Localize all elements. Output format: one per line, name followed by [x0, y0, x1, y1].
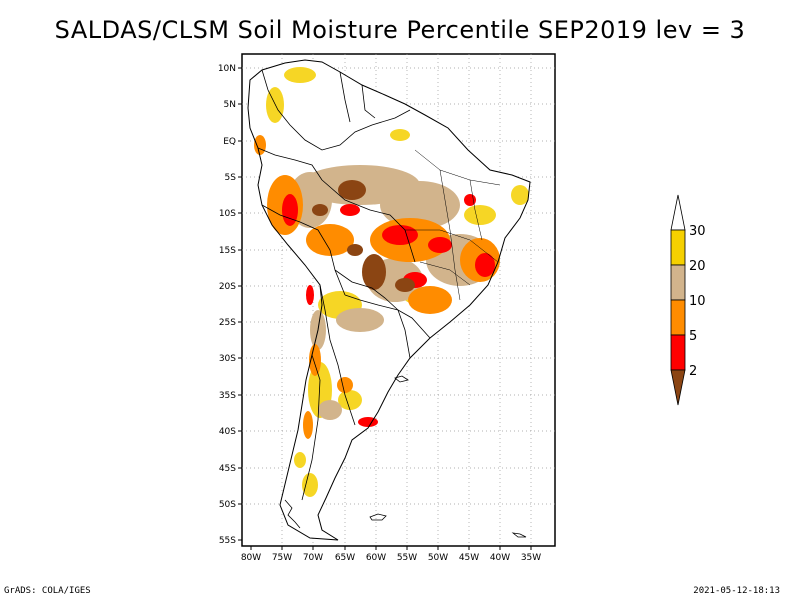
lat-tick-marks — [238, 67, 242, 541]
lon-label: 65W — [335, 553, 355, 563]
lon-label: 35W — [521, 553, 541, 563]
colorbar-label: 30 — [689, 224, 706, 239]
lat-label: 40S — [219, 427, 236, 437]
lat-label: EQ — [223, 137, 236, 147]
lon-labels: 80W 75W 70W 65W 60W 55W 50W 45W 40W 35W — [241, 553, 541, 563]
lat-label: 25S — [219, 318, 236, 328]
lon-label: 80W — [241, 553, 261, 563]
lat-label: 45S — [219, 464, 236, 474]
lat-label: 20S — [219, 282, 236, 292]
lat-label: 5N — [224, 100, 236, 110]
country-borders — [257, 69, 431, 501]
grads-credit: GrADS: COLA/IGES — [4, 586, 91, 596]
lon-label: 40W — [490, 553, 510, 563]
colorbar — [670, 194, 686, 406]
timestamp: 2021-05-12-18:13 — [693, 586, 780, 596]
lat-labels: 10N 5N EQ 5S 10S 15S 20S 25S 30S 35S 40S… — [218, 64, 236, 546]
lon-label: 75W — [272, 553, 292, 563]
lat-label: 50S — [219, 500, 236, 510]
lat-label: 15S — [219, 246, 236, 256]
colorbar-label: 10 — [689, 294, 706, 309]
percentile-2-5 — [282, 194, 495, 427]
colorbar-top-triangle — [670, 194, 686, 231]
percentile-below-2 — [312, 180, 415, 292]
lon-label: 45W — [459, 553, 479, 563]
colorbar-segment-20-30 — [670, 229, 686, 266]
colorbar-labels: 30 20 10 5 2 — [689, 224, 706, 379]
lon-label: 70W — [303, 553, 323, 563]
lon-label: 55W — [397, 553, 417, 563]
lat-label: 5S — [225, 173, 237, 183]
lon-tick-marks — [250, 546, 532, 550]
coastline — [247, 59, 531, 541]
colorbar-segment-5-10 — [670, 299, 686, 336]
state-borders — [405, 149, 501, 301]
map-title: SALDAS/CLSM Soil Moisture Percentile SEP… — [54, 16, 746, 44]
lat-label: 10S — [219, 209, 236, 219]
colorbar-label: 20 — [689, 259, 706, 274]
colorbar-label: 5 — [689, 329, 697, 344]
islands — [284, 375, 527, 538]
lon-label: 50W — [428, 553, 448, 563]
lat-label: 35S — [219, 391, 236, 401]
colorbar-segment-10-20 — [670, 264, 686, 301]
colorbar-bottom-triangle — [670, 369, 686, 406]
lat-label: 55S — [219, 536, 236, 546]
colorbar-segment-2-5 — [670, 334, 686, 371]
lat-label: 10N — [218, 64, 236, 74]
lon-label: 60W — [366, 553, 386, 563]
lat-label: 30S — [219, 354, 236, 364]
colorbar-label: 2 — [689, 364, 697, 379]
